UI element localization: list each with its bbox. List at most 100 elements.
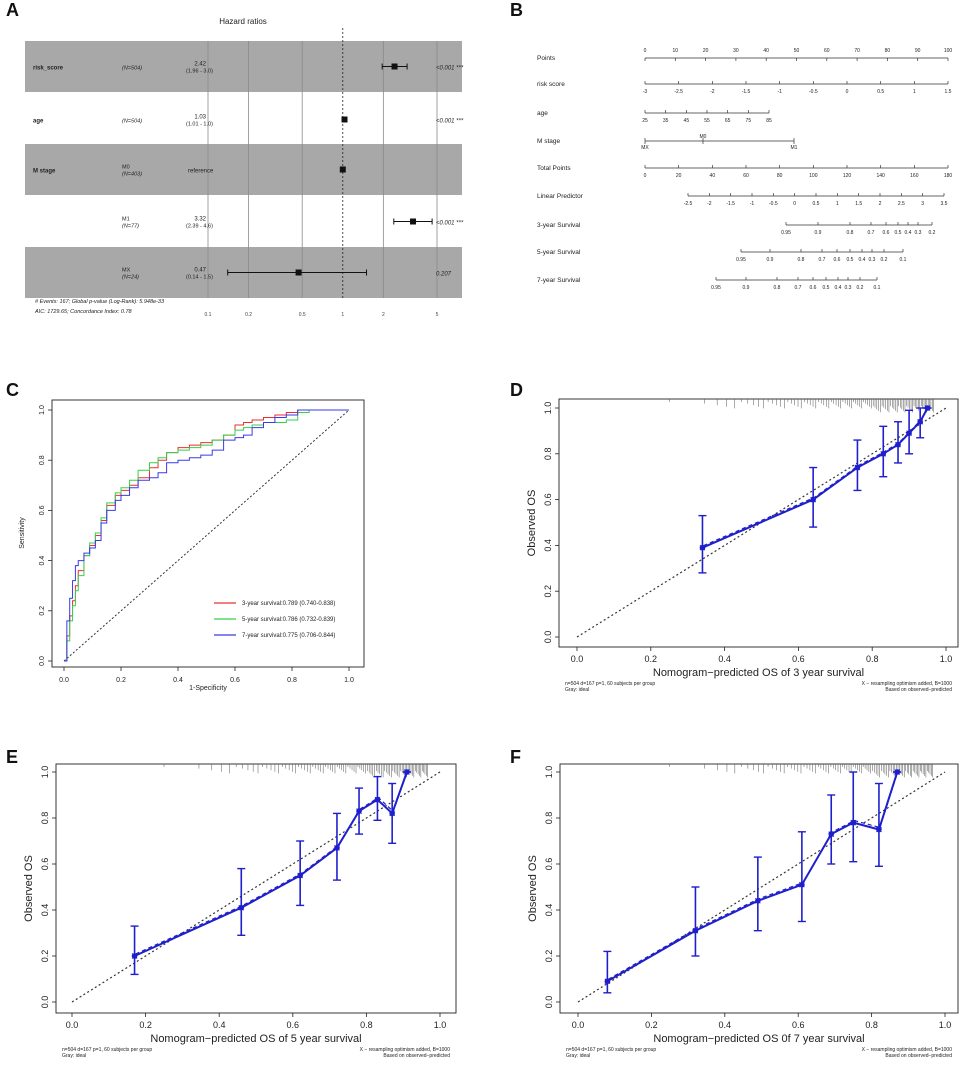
- nomogram-tick-label: 0.3: [845, 285, 852, 291]
- bias-marker: [389, 810, 396, 817]
- forest-tick-label: 0.2: [245, 312, 252, 318]
- nomogram-row: 5-year Survival 0.95 0.9 0.8 0.7 0.6 0.5 0.4 0.3…: [537, 249, 907, 263]
- forest-tick-label: 2: [382, 312, 385, 318]
- calibration-note: Based on observed−predicted: [885, 1053, 952, 1059]
- roc-chart: 0.0 0.0 0.2 0.2 0.4 0.4 0.6 0.6 0.8 0.8 1.0 1.0 1-Sp…: [19, 399, 365, 692]
- x-axis-label: Nomogram−predicted OS of 3 year survival: [653, 667, 864, 679]
- nomogram-tick-label: 0.2: [881, 257, 888, 263]
- x-tick-label: 1.0: [344, 677, 354, 684]
- nomogram-tick-label: -2.5: [674, 89, 683, 95]
- y-axis-label: Sensitivity: [19, 517, 26, 549]
- y-tick-label: 0.4: [543, 539, 553, 552]
- bias-marker: [917, 418, 924, 425]
- y-tick-label: 0.0: [543, 631, 553, 644]
- forest-n: (N=77): [122, 224, 139, 230]
- nomogram-tick-label: 0.8: [798, 257, 805, 263]
- nomogram-tick-label: -2: [710, 89, 715, 95]
- y-tick-label: 0.6: [544, 858, 554, 871]
- nomogram-tick-label: -0.5: [769, 201, 778, 207]
- x-tick-label: 0.8: [866, 654, 879, 664]
- bias-marker: [297, 872, 304, 879]
- x-axis-label: Nomogram−predicted OS 0f 7 year survival: [653, 1033, 864, 1045]
- nomogram-row-label: Points: [537, 55, 556, 62]
- y-tick-label: 0.0: [39, 656, 46, 666]
- forest-point: [339, 166, 346, 173]
- nomogram-tick-label: 0.4: [835, 285, 842, 291]
- forest-variable: age: [33, 119, 44, 125]
- nomogram-tick-label: 0.9: [743, 285, 750, 291]
- calibration-point: [691, 886, 700, 957]
- nomogram-tick-label: 0.6: [810, 285, 817, 291]
- rug-ticks: [669, 399, 934, 413]
- nomogram-tick-label: 1.5: [855, 201, 862, 207]
- y-tick-label: 0.2: [543, 585, 553, 598]
- nomogram-tick-label: 0.7: [795, 285, 802, 291]
- forest-tick-label: 1: [341, 312, 344, 318]
- nomogram-tick-label: 60: [824, 48, 830, 54]
- forest-p-value: 0.207: [436, 272, 452, 278]
- nomogram-tick-label: 0.5: [813, 201, 820, 207]
- bias-marker: [238, 904, 245, 911]
- x-tick-label: 0.0: [66, 1020, 79, 1030]
- bias-marker: [692, 927, 699, 934]
- forest-row: M1(N=77) 3.32(2.39 - 4.6) <0.001 ***: [122, 217, 464, 230]
- bias-marker: [356, 808, 362, 814]
- nomogram-tick-label: 0.5: [895, 230, 902, 236]
- nomogram-tick-label: 180: [944, 173, 953, 179]
- y-tick-label: 0.2: [544, 950, 554, 963]
- forest-ci-text: (2.39 - 4.6): [186, 224, 213, 230]
- y-tick-label: 0.6: [39, 505, 46, 515]
- nomogram-tick-label: 100: [944, 48, 953, 54]
- x-tick-label: 0.6: [792, 654, 805, 664]
- nomogram-row-label: risk score: [537, 81, 565, 88]
- y-tick-label: 0.8: [39, 455, 46, 465]
- forest-hr-text: 2.42: [194, 62, 206, 68]
- nomogram-tick-label: 2.5: [898, 201, 905, 207]
- y-tick-label: 0.0: [544, 996, 554, 1009]
- nomogram-tick-label: 0.6: [834, 257, 841, 263]
- nomogram-tick-label: 40: [710, 173, 716, 179]
- nomogram-tick-label: 160: [910, 173, 919, 179]
- calibration-note: X − resampling optimism added, B=1000: [862, 1047, 953, 1053]
- nomogram-tick-label: 0: [793, 201, 796, 207]
- nomogram-tick-label: 85: [766, 118, 772, 124]
- panel-letter-c: C: [6, 380, 19, 400]
- calibration-note: n=504 d=167 p=1, 60 subjects per group: [565, 681, 655, 687]
- bias-marker: [850, 819, 857, 826]
- nomogram-tick-label: 0.4: [859, 257, 866, 263]
- bias-marker: [895, 441, 901, 448]
- nomogram-row-label: Linear Predictor: [537, 193, 584, 200]
- calibration-point: [332, 812, 341, 881]
- bias-marker: [854, 464, 861, 471]
- nomogram-tick-label: 0: [644, 173, 647, 179]
- bias-marker: [894, 769, 901, 775]
- nomogram-tick-label: 50: [794, 48, 800, 54]
- nomogram-tick-label: 40: [763, 48, 769, 54]
- nomogram-tick-label: -1: [750, 201, 755, 207]
- nomogram-tick-label: 0.95: [711, 285, 721, 291]
- calibration-point: [893, 769, 902, 775]
- nomogram-row-label: age: [537, 110, 548, 117]
- y-tick-label: 0.4: [544, 904, 554, 917]
- calibration-point: [753, 856, 762, 932]
- y-tick-label: 0.2: [39, 606, 46, 616]
- nomogram-tick-label: 20: [676, 173, 682, 179]
- calibration-point: [874, 782, 883, 867]
- y-tick-label: 0.6: [40, 858, 50, 871]
- nomogram-tick-label: 45: [684, 118, 690, 124]
- nomogram-row: 3-year Survival 0.95 0.9 0.8 0.7 0.6 0.5 0.4 0.3…: [537, 222, 936, 236]
- legend-box: [207, 595, 359, 649]
- calibration-note: Based on observed−predicted: [383, 1053, 450, 1059]
- forest-row: M stage M0(N=403) reference: [33, 165, 346, 178]
- legend-label: 5-year survival:0.786 (0.732-0.839): [242, 617, 335, 623]
- forest-row: risk_score (N=504) 2.42(1.96 - 3.0) <0.001 …: [33, 62, 464, 75]
- legend-label: 3-year survival:0.789 (0.740-0.838): [242, 601, 335, 607]
- y-tick-label: 0.4: [39, 556, 46, 566]
- nomogram-tick-label: -1: [777, 89, 782, 95]
- nomogram-tick-label: 70: [854, 48, 860, 54]
- bias-marker: [754, 897, 761, 904]
- forest-tick-label: 0.1: [205, 312, 212, 318]
- x-tick-label: 0.4: [718, 654, 731, 664]
- nomogram-tick-label: -2: [707, 201, 712, 207]
- panel-letter-b: B: [510, 0, 523, 20]
